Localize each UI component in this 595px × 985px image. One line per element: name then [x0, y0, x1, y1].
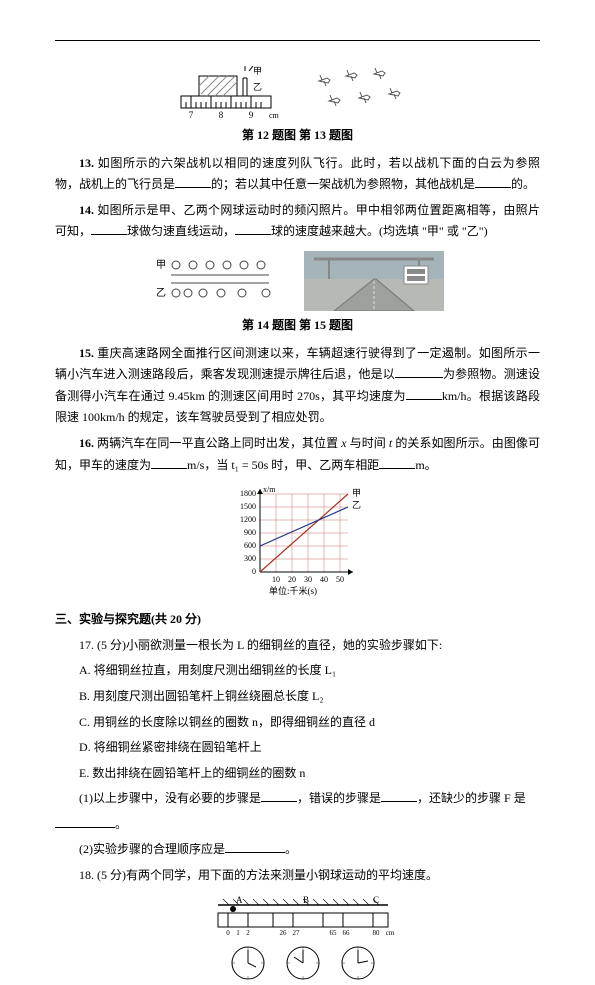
q13-text: 13. 如图所示的六架战机以相同的速度列队飞行。此时，若以战机下面的白云为参照物… — [55, 153, 540, 196]
figure-16-chart: 1800 1500 1200 900 600 300 0 x/m 10 20 3… — [55, 484, 540, 599]
figure-18: A B C 0 1 2 26 27 65 66 80 cm — [55, 895, 540, 985]
q17-sub1-blank: 。 — [55, 814, 540, 836]
q17-sub1: (1)以上步骤中，没有必要的步骤是，错误的步骤是，还缺少的步骤 F 是 — [55, 788, 540, 810]
q16-blank-2[interactable] — [379, 457, 415, 469]
svg-text:乙: 乙 — [253, 82, 262, 92]
svg-text:8: 8 — [219, 110, 224, 120]
q17-blank-1[interactable] — [261, 790, 297, 802]
figure-14-strobe: 甲 乙 — [151, 253, 281, 308]
svg-text:cm: cm — [269, 111, 280, 120]
svg-text:50: 50 — [336, 575, 344, 584]
svg-text:甲: 甲 — [352, 488, 361, 498]
figure-13-planes — [304, 66, 424, 121]
svg-text:B: B — [303, 895, 309, 905]
svg-text:27: 27 — [292, 929, 300, 937]
q14-blank-2[interactable] — [235, 223, 271, 235]
svg-text:C: C — [373, 895, 379, 905]
svg-text:30: 30 — [304, 575, 312, 584]
svg-text:0: 0 — [226, 929, 230, 937]
svg-text:65: 65 — [329, 929, 337, 937]
svg-text:A: A — [236, 895, 243, 905]
svg-text:300: 300 — [244, 554, 256, 563]
q15-text: 15. 重庆高速路网全面推行区间测速以来，车辆超速行驶得到了一定遏制。如图所示一… — [55, 343, 540, 429]
q15-blank-1[interactable] — [395, 366, 443, 378]
svg-text:乙: 乙 — [352, 500, 361, 510]
section-3-heading: 三、实验与探究题(共 20 分) — [55, 609, 540, 631]
q17-opt-c: C. 用铜丝的长度除以铜丝的圈数 n，即得细铜丝的直径 d — [79, 712, 540, 734]
svg-text:66: 66 — [342, 929, 350, 937]
q17-stem: 17. (5 分)小丽欲测量一根长为 L 的细铜丝的直径，她的实验步骤如下: — [55, 635, 540, 657]
svg-text:1800: 1800 — [240, 489, 256, 498]
q17-opt-e: E. 数出排绕在圆铅笔杆上的细铜丝的圈数 n — [79, 763, 540, 785]
top-rule — [55, 40, 540, 41]
figure-row-12-13: 7 8 9 cm 甲 乙 — [55, 66, 540, 121]
q14-text: 14. 如图所示是甲、乙两个网球运动时的频闪照片。甲中相邻两位置距离相等，由照片… — [55, 200, 540, 243]
q17-blank-2[interactable] — [381, 790, 417, 802]
figure-15-road — [304, 251, 444, 311]
q14-blank-1[interactable] — [91, 223, 127, 235]
caption-14-15: 第 14 题图 第 15 题图 — [55, 315, 540, 337]
svg-text:0: 0 — [252, 567, 256, 576]
q17-opt-b: B. 用刻度尺测出圆铅笔杆上铜丝绕圈总长度 L₂ — [79, 686, 540, 708]
q13-blank-1[interactable] — [175, 176, 211, 188]
q17-sub2: (2)实验步骤的合理顺序应是。 — [55, 839, 540, 861]
q18-stem: 18. (5 分)有两个同学，用下面的方法来测量小钢球运动的平均速度。 — [55, 865, 540, 887]
q16-text: 16. 两辆汽车在同一平直公路上同时出发，其位置 x 与时间 t 的关系如图所示… — [55, 433, 540, 476]
svg-text:x/m: x/m — [263, 485, 276, 494]
q15-blank-2[interactable] — [406, 388, 442, 400]
svg-text:600: 600 — [244, 541, 256, 550]
svg-text:900: 900 — [244, 528, 256, 537]
svg-text:cm: cm — [385, 929, 394, 937]
svg-text:甲: 甲 — [156, 260, 166, 271]
svg-text:乙: 乙 — [156, 287, 166, 299]
q16-blank-1[interactable] — [151, 457, 187, 469]
q13-blank-2[interactable] — [475, 176, 511, 188]
svg-text:1200: 1200 — [240, 515, 256, 524]
caption-12-13: 第 12 题图 第 13 题图 — [55, 125, 540, 147]
svg-text:2: 2 — [246, 929, 250, 937]
svg-text:9: 9 — [249, 110, 254, 120]
svg-text:26: 26 — [279, 929, 287, 937]
svg-text:单位:千米(s): 单位:千米(s) — [269, 585, 317, 596]
svg-text:20: 20 — [288, 575, 296, 584]
svg-text:10: 10 — [272, 575, 280, 584]
svg-text:7: 7 — [189, 110, 194, 120]
figure-row-14-15: 甲 乙 — [55, 251, 540, 311]
svg-text:甲: 甲 — [253, 66, 262, 76]
svg-text:1500: 1500 — [240, 502, 256, 511]
q17-opt-a: A. 将细铜丝拉直，用刻度尺测出细铜丝的长度 L₁ — [79, 660, 540, 682]
q17-blank-3[interactable] — [55, 816, 115, 828]
q17-blank-4[interactable] — [225, 841, 285, 853]
svg-text:80: 80 — [372, 929, 380, 937]
svg-text:1: 1 — [236, 929, 240, 937]
figure-12-ruler: 7 8 9 cm 甲 乙 — [171, 66, 281, 121]
q17-opt-d: D. 将细铜丝紧密排绕在圆铅笔杆上 — [79, 737, 540, 759]
svg-text:40: 40 — [320, 575, 328, 584]
